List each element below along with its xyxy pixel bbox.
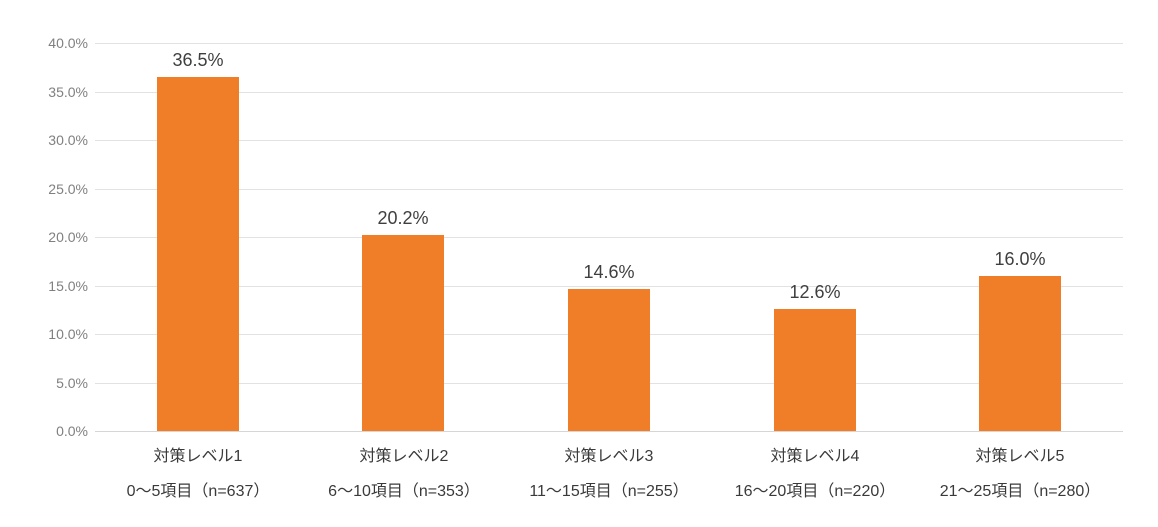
gridline bbox=[95, 43, 1123, 44]
bar-対策レベル2 bbox=[362, 235, 444, 431]
y-tick-label: 25.0% bbox=[48, 181, 88, 197]
bar-value-label: 36.5% bbox=[172, 50, 224, 70]
x-tick-sublabel: 11～15項目（n=255） bbox=[529, 483, 689, 500]
y-tick-label: 5.0% bbox=[56, 375, 88, 391]
bar-value-label: 14.6% bbox=[583, 262, 635, 282]
gridline bbox=[95, 431, 1123, 432]
x-tick-sublabel: 0～5項目（n=637） bbox=[126, 483, 270, 500]
x-tick-sublabel: 21～25項目（n=280） bbox=[939, 483, 1101, 500]
x-tick-category: 対策レベル1 bbox=[153, 448, 243, 465]
y-tick-label: 35.0% bbox=[48, 84, 88, 100]
x-tick-category: 対策レベル2 bbox=[359, 448, 449, 465]
bar-value-label: 16.0% bbox=[994, 249, 1046, 269]
bar-value-label: 20.2% bbox=[377, 208, 429, 228]
bar-対策レベル5 bbox=[979, 276, 1061, 431]
x-tick-category: 対策レベル5 bbox=[975, 448, 1065, 465]
y-tick-label: 40.0% bbox=[48, 35, 88, 51]
gridline bbox=[95, 237, 1123, 238]
bar-対策レベル1 bbox=[157, 77, 239, 431]
x-tick-category: 対策レベル4 bbox=[770, 448, 860, 465]
bar-対策レベル4 bbox=[774, 309, 856, 431]
y-tick-label: 15.0% bbox=[48, 278, 88, 294]
bar-対策レベル3 bbox=[568, 289, 650, 431]
gridline bbox=[95, 286, 1123, 287]
plot-area bbox=[95, 43, 1123, 432]
gridline bbox=[95, 140, 1123, 141]
y-tick-label: 30.0% bbox=[48, 132, 88, 148]
y-tick-label: 0.0% bbox=[56, 423, 88, 439]
x-tick-sublabel: 6～10項目（n=353） bbox=[328, 483, 480, 500]
gridline bbox=[95, 92, 1123, 93]
x-tick-category: 対策レベル3 bbox=[564, 448, 654, 465]
y-tick-label: 20.0% bbox=[48, 229, 88, 245]
x-tick-sublabel: 16～20項目（n=220） bbox=[734, 483, 896, 500]
y-tick-label: 10.0% bbox=[48, 326, 88, 342]
bar-value-label: 12.6% bbox=[789, 282, 841, 302]
gridline bbox=[95, 189, 1123, 190]
